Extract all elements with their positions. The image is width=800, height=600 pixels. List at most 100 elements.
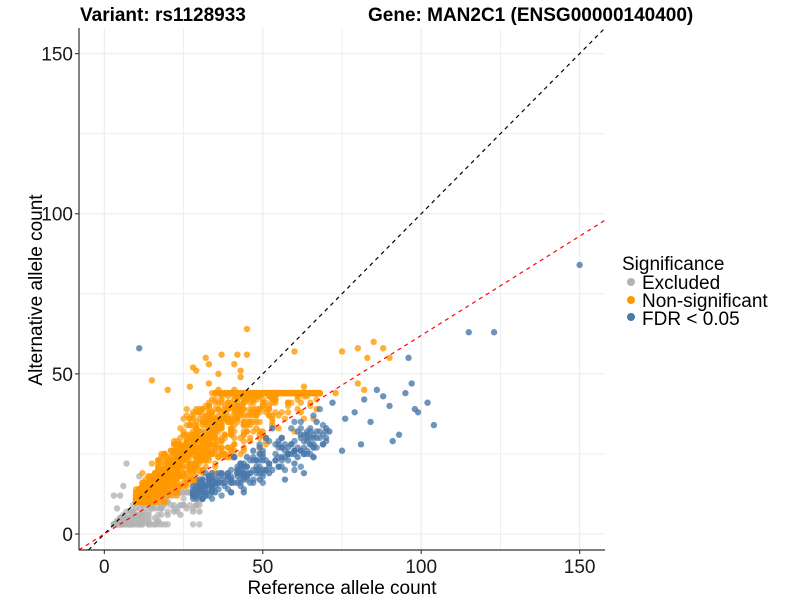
data-point: [275, 441, 282, 448]
data-point: [281, 476, 289, 483]
data-point: [243, 351, 251, 358]
data-point: [161, 450, 168, 458]
data-point: [231, 453, 238, 461]
data-point: [180, 457, 187, 464]
data-point: [196, 508, 203, 515]
axis-ticks: 0 50 100 150 0 50 100 150: [41, 45, 595, 578]
data-point: [386, 354, 393, 362]
data-point: [148, 377, 156, 384]
data-point: [218, 409, 225, 416]
data-point: [250, 389, 257, 397]
data-point: [208, 415, 216, 422]
data-point: [240, 399, 247, 406]
data-point: [297, 463, 305, 470]
data-point: [145, 521, 152, 528]
data-point: [291, 460, 298, 467]
data-point: [180, 415, 187, 422]
data-point: [250, 453, 257, 461]
data-point: [170, 508, 178, 515]
data-point: [297, 447, 305, 454]
data-point: [224, 399, 232, 406]
data-point: [281, 441, 289, 448]
data-point: [218, 492, 225, 499]
data-point: [262, 405, 270, 413]
data-point: [189, 421, 197, 429]
data-point: [183, 505, 190, 512]
data-point: [291, 466, 298, 474]
data-point: [297, 409, 305, 416]
data-point: [205, 405, 213, 413]
data-point: [354, 345, 362, 352]
data-point: [310, 412, 317, 419]
data-point: [250, 447, 257, 454]
data-point: [227, 489, 235, 496]
data-point: [310, 441, 317, 448]
legend: Significance Excluded Non-significant FD…: [622, 254, 768, 330]
data-point: [240, 428, 247, 435]
data-point: [231, 402, 238, 410]
data-point: [288, 425, 295, 432]
data-point: [240, 418, 247, 426]
data-point: [170, 501, 178, 509]
data-point: [294, 389, 301, 397]
data-point: [284, 399, 292, 406]
data-point: [278, 409, 285, 416]
data-point: [148, 473, 156, 480]
data-point: [189, 415, 197, 422]
data-point: [243, 453, 251, 461]
series-fdr-0-05: [136, 261, 583, 502]
data-point: [265, 469, 273, 477]
data-point: [215, 469, 222, 477]
data-point: [205, 361, 213, 368]
legend-title: Significance: [622, 254, 724, 275]
data-point: [158, 482, 165, 490]
data-point: [243, 412, 251, 419]
data-point: [246, 434, 254, 442]
data-point: [237, 409, 244, 416]
data-point: [237, 367, 244, 374]
data-point: [253, 418, 260, 426]
data-point: [189, 489, 197, 496]
data-point: [294, 453, 301, 461]
data-point: [300, 469, 308, 477]
data-point: [256, 444, 263, 451]
data-point: [237, 373, 244, 381]
data-point: [265, 412, 273, 419]
data-point: [183, 437, 190, 445]
data-point: [199, 476, 206, 483]
data-point: [193, 367, 200, 374]
data-point: [113, 505, 121, 512]
data-point: [303, 431, 311, 438]
reference-line-identity: [88, 27, 606, 551]
data-point: [278, 434, 285, 442]
data-point: [196, 409, 203, 416]
data-point: [256, 457, 263, 464]
x-tick-label: 150: [564, 557, 596, 578]
data-point: [205, 485, 213, 493]
data-point: [145, 508, 152, 515]
data-point: [231, 386, 238, 394]
data-point: [243, 325, 251, 333]
x-tick-label: 100: [405, 557, 437, 578]
data-point: [281, 415, 289, 422]
data-point: [193, 444, 200, 451]
data-point: [202, 354, 209, 362]
data-point: [275, 463, 282, 470]
y-tick-label: 150: [41, 45, 73, 66]
data-point: [155, 517, 162, 525]
legend-item-non-significant: Non-significant: [627, 291, 768, 312]
data-point: [234, 469, 241, 477]
data-point: [227, 466, 235, 474]
data-point: [360, 396, 368, 403]
data-point: [208, 434, 216, 442]
data-point: [164, 511, 171, 518]
data-point: [288, 441, 295, 448]
data-point: [110, 492, 118, 499]
data-point: [174, 447, 181, 454]
data-point: [357, 441, 365, 448]
legend-label-excluded: Excluded: [642, 273, 720, 294]
data-point: [313, 389, 320, 397]
y-tick-label: 50: [52, 365, 73, 386]
data-point: [373, 386, 381, 394]
